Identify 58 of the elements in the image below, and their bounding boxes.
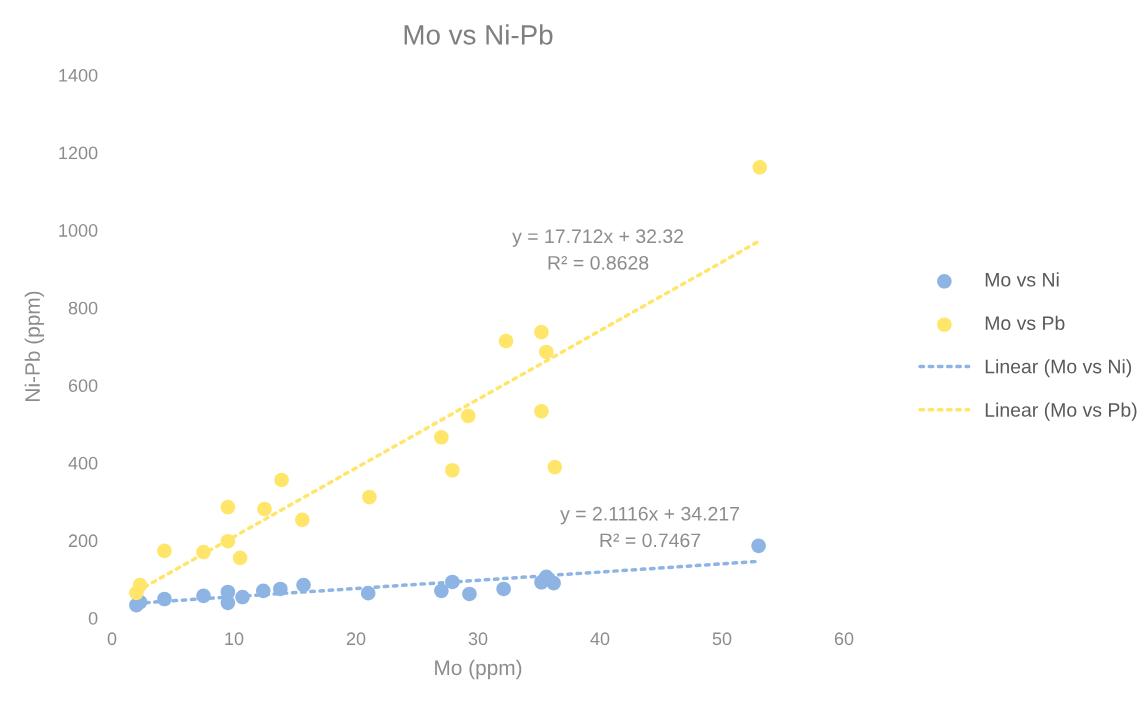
point	[362, 489, 377, 505]
x-tick-label: 0	[107, 632, 117, 646]
chart-title: Mo vs Ni-Pb	[404, 24, 553, 45]
point	[274, 472, 289, 488]
point	[157, 591, 172, 607]
annotation: R² = 0.7467	[600, 533, 701, 548]
y-tick-label: 0	[88, 611, 98, 625]
point	[534, 324, 549, 340]
point	[220, 499, 236, 515]
annotation: R² = 0.8628	[548, 255, 649, 270]
point	[434, 429, 449, 445]
y-tick-label: 1000	[59, 224, 98, 237]
legend-label: Mo vs Ni	[985, 272, 1059, 287]
y-tick-label: 800	[68, 301, 98, 315]
point	[220, 533, 236, 549]
point	[460, 408, 476, 424]
point	[232, 550, 248, 566]
legend-label: Mo vs Pb	[985, 315, 1065, 331]
point	[496, 581, 511, 597]
point	[296, 577, 311, 593]
point	[256, 583, 271, 599]
x-tick-label: 40	[590, 632, 610, 646]
point	[498, 333, 514, 349]
y-tick-label: 1400	[59, 68, 98, 82]
annotation: y = 2.1116x + 34.217	[560, 506, 739, 525]
point	[257, 501, 272, 517]
y-tick-label: 200	[68, 534, 98, 548]
y-tick-label: 600	[68, 379, 98, 393]
y-tick-label: 1200	[59, 146, 98, 160]
point	[752, 160, 768, 175]
point	[273, 581, 288, 597]
legend-label: Linear (Mo vs Pb)	[985, 402, 1137, 421]
x-tick-label: 30	[468, 632, 488, 646]
point	[132, 577, 148, 593]
point	[539, 344, 554, 360]
x-tick-label: 60	[834, 632, 854, 646]
point	[434, 583, 449, 599]
point	[445, 462, 460, 478]
point	[235, 589, 250, 605]
point	[295, 512, 310, 528]
point	[546, 575, 561, 591]
point	[547, 459, 563, 475]
point	[462, 586, 477, 602]
point	[196, 544, 211, 560]
x-tick-label: 10	[225, 632, 244, 646]
x-tick-label: 20	[346, 632, 366, 646]
y-axis-title: Ni-Pb (ppm)	[24, 291, 45, 401]
annotation: y = 17.712x + 32.32	[512, 229, 684, 247]
x-tick-label: 50	[712, 632, 732, 646]
point	[445, 574, 460, 590]
x-axis-title: Mo (ppm)	[435, 659, 522, 680]
y-tick-label: 400	[68, 456, 98, 470]
point	[360, 585, 376, 601]
point	[534, 403, 549, 419]
point	[157, 543, 172, 559]
point	[196, 588, 211, 604]
legend-label: Linear (Mo vs Ni)	[985, 359, 1132, 378]
point	[751, 538, 766, 554]
